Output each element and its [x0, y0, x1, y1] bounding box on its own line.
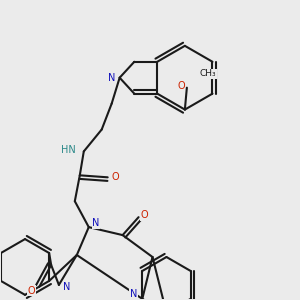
Text: N: N — [108, 73, 116, 83]
Text: N: N — [92, 218, 99, 228]
Text: HN: HN — [61, 146, 76, 155]
Text: O: O — [177, 81, 185, 91]
Text: N: N — [63, 282, 70, 292]
Text: O: O — [112, 172, 119, 182]
Text: N: N — [130, 289, 137, 299]
Text: O: O — [141, 210, 148, 220]
Text: CH₃: CH₃ — [200, 69, 216, 78]
Text: O: O — [27, 286, 35, 296]
